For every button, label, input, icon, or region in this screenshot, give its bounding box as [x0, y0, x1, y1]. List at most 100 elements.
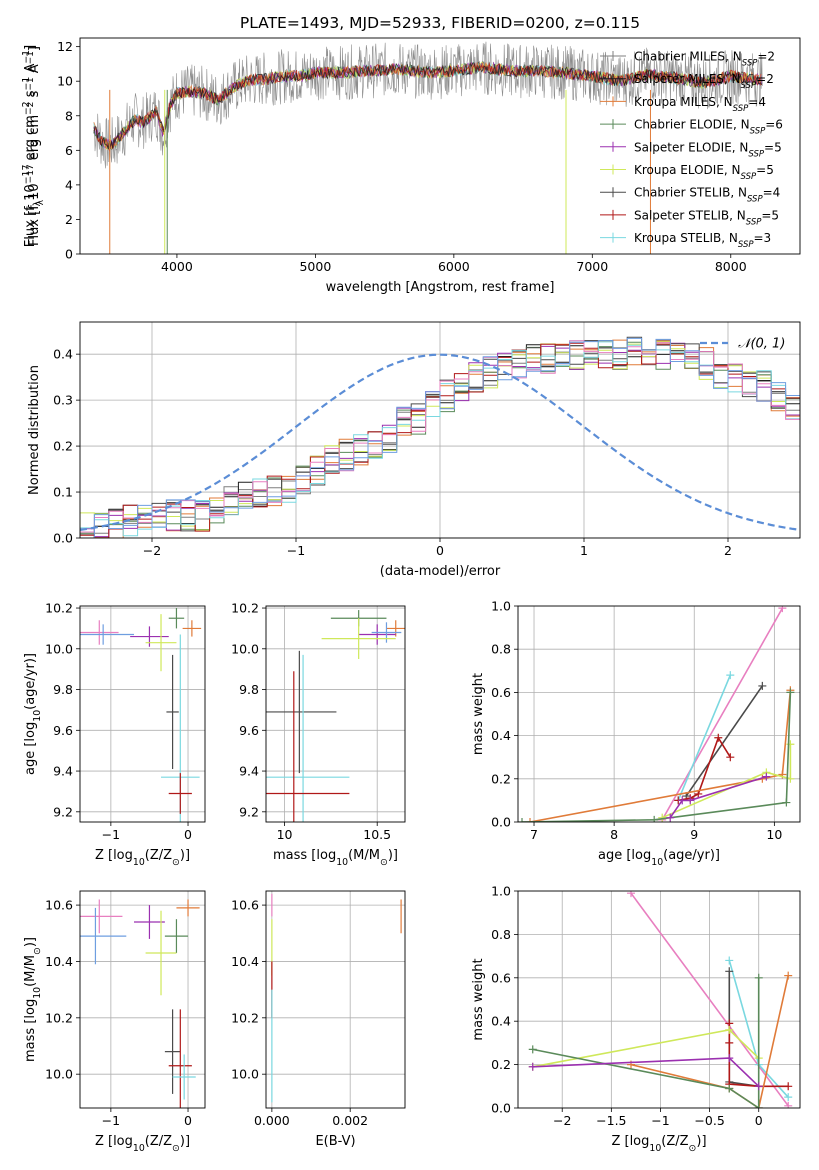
weight-marker	[678, 796, 687, 805]
x-tick-label: −1	[651, 1113, 669, 1128]
y-tick-label: 10.4	[45, 954, 73, 969]
x-axis-label: mass [log10(M/M⊙)]	[273, 848, 398, 868]
normal-curve	[80, 353, 800, 531]
y-tick-label: 9.8	[239, 682, 259, 697]
weight-marker	[786, 740, 795, 749]
y-tick-label: 9.2	[239, 804, 259, 819]
weight-line	[529, 690, 792, 822]
legend-entry: 𝒩(0, 1)	[738, 337, 785, 352]
weight-marker	[528, 1045, 537, 1054]
weight-marker	[725, 1038, 734, 1047]
weight-marker	[518, 818, 527, 822]
weight-line	[728, 971, 759, 1088]
legend-entry: Kroupa ELODIE, NSSP=5	[634, 163, 774, 182]
legend-entry: Chabrier ELODIE, NSSP=6	[634, 118, 783, 137]
weight-marker	[784, 1082, 793, 1091]
y-tick-label: 9.4	[53, 764, 73, 779]
weight-marker	[725, 967, 734, 976]
y-tick-label: 0	[65, 247, 73, 262]
weight-marker	[782, 798, 791, 807]
y-tick-label: 2	[65, 212, 73, 227]
plot-area	[80, 891, 205, 1108]
y-tick-label: 10.0	[45, 1067, 73, 1082]
y-tick-label: 4	[65, 177, 73, 192]
x-tick-label: 0.002	[332, 1113, 368, 1128]
axes-frame	[265, 890, 406, 1109]
chart-title: PLATE=1493, MJD=52933, FIBERID=0200, z=0…	[240, 14, 640, 32]
x-tick-label: 5000	[299, 259, 331, 274]
weight-line	[685, 685, 763, 797]
weight-line	[677, 674, 732, 801]
legend-entry: Salpeter ELODIE, NSSP=5	[634, 140, 782, 159]
x-tick-label: −2	[553, 1113, 571, 1128]
y-tick-label: 0.4	[491, 1014, 511, 1029]
x-tick-label: 0	[436, 543, 444, 558]
plot-area	[93, 41, 763, 254]
y-axis-label: Normed distribution	[27, 365, 42, 495]
weight-vs-age-panel: 7 8 9 10 0.0 0.2 0.4 0.6 0.8 1.0 age [log10(age/yr…	[471, 599, 801, 868]
mass-vs-Z-panel: −1 0 10.0 10.2 10.4 10.6 Z [log10(Z/Z⊙)] mass […	[23, 890, 206, 1154]
y-tick-label: 9.8	[53, 682, 73, 697]
y-axis-label: mass weight	[471, 673, 486, 755]
x-tick-label: 2	[724, 543, 732, 558]
histogram-step	[80, 342, 800, 538]
x-axis-label: Z [log10(Z/Z⊙)]	[95, 1134, 190, 1154]
y-tick-label: 9.6	[239, 723, 259, 738]
weight-marker	[526, 818, 535, 822]
y-tick-label: 10.2	[45, 1010, 73, 1025]
x-tick-label: 0	[184, 1113, 192, 1128]
y-axis-label: mass weight	[471, 958, 486, 1040]
y-tick-label: 0.6	[491, 685, 511, 700]
weight-marker	[626, 891, 635, 898]
y-tick-label: 0.0	[491, 815, 511, 830]
weight-marker	[784, 1093, 793, 1102]
histogram-step	[80, 341, 800, 538]
x-tick-label: 9	[690, 827, 698, 842]
y-tick-label: 10.6	[45, 898, 73, 913]
weight-marker	[784, 1101, 793, 1108]
x-tick-label: −1	[287, 543, 305, 558]
y-tick-label: 0.4	[491, 728, 511, 743]
weight-marker	[778, 606, 787, 613]
y-tick-label: 1.0	[491, 884, 511, 899]
y-tick-label: 0.2	[53, 439, 73, 454]
legend-entry: Salpeter STELIB, NSSP=5	[634, 208, 779, 227]
x-tick-label: 0	[184, 827, 192, 842]
y-axis-label: Flux [fλ10−17 erg cm−2 s−1 A−1]	[21, 45, 43, 247]
y-tick-label: 0.2	[491, 771, 511, 786]
y-tick-label: 10.2	[231, 1010, 259, 1025]
weight-marker	[725, 956, 734, 965]
y-axis-label: age [log10(age/yr)]	[23, 653, 43, 775]
x-tick-label: 8	[610, 827, 618, 842]
weight-line	[661, 744, 792, 819]
y-tick-label: 0.4	[53, 347, 73, 362]
y-tick-label: 0.6	[491, 970, 511, 985]
x-tick-label: 1	[580, 543, 588, 558]
weight-marker	[714, 733, 723, 742]
y-tick-label: 10.0	[231, 1067, 259, 1082]
y-tick-label: 10	[57, 74, 73, 89]
age-vs-Z-panel: −1 0 9.2 9.4 9.6 9.8 10.0 10.2 Z [log10(Z/Z⊙)] ag…	[23, 601, 206, 868]
weight-line	[661, 607, 784, 821]
spectrum-line	[93, 62, 763, 150]
x-tick-label: 4000	[161, 259, 193, 274]
y-tick-label: 9.2	[53, 804, 73, 819]
weight-marker	[725, 1054, 734, 1063]
x-axis-label: Z [log10(Z/Z⊙)]	[95, 848, 190, 868]
y-axis-label: mass [log10(M/M⊙)]	[23, 937, 43, 1062]
legend-entry: Kroupa STELIB, NSSP=3	[634, 231, 771, 250]
y-tick-label: 6	[65, 143, 73, 158]
y-tick-label: 10.0	[45, 641, 73, 656]
x-tick-label: −1	[102, 1113, 120, 1128]
weight-marker	[666, 813, 675, 822]
plot-area	[266, 891, 405, 1108]
weight-marker	[650, 815, 659, 822]
axes-frame	[517, 890, 801, 1109]
axes-frame	[79, 605, 206, 823]
weight-marker	[758, 681, 767, 690]
legend-entry: Salpeter MILES, NSSP=2	[634, 72, 774, 91]
y-tick-label: 10.4	[231, 954, 259, 969]
x-axis-label: E(B-V)	[315, 1134, 355, 1149]
weight-marker	[754, 1104, 763, 1108]
axes-frame	[79, 37, 801, 255]
